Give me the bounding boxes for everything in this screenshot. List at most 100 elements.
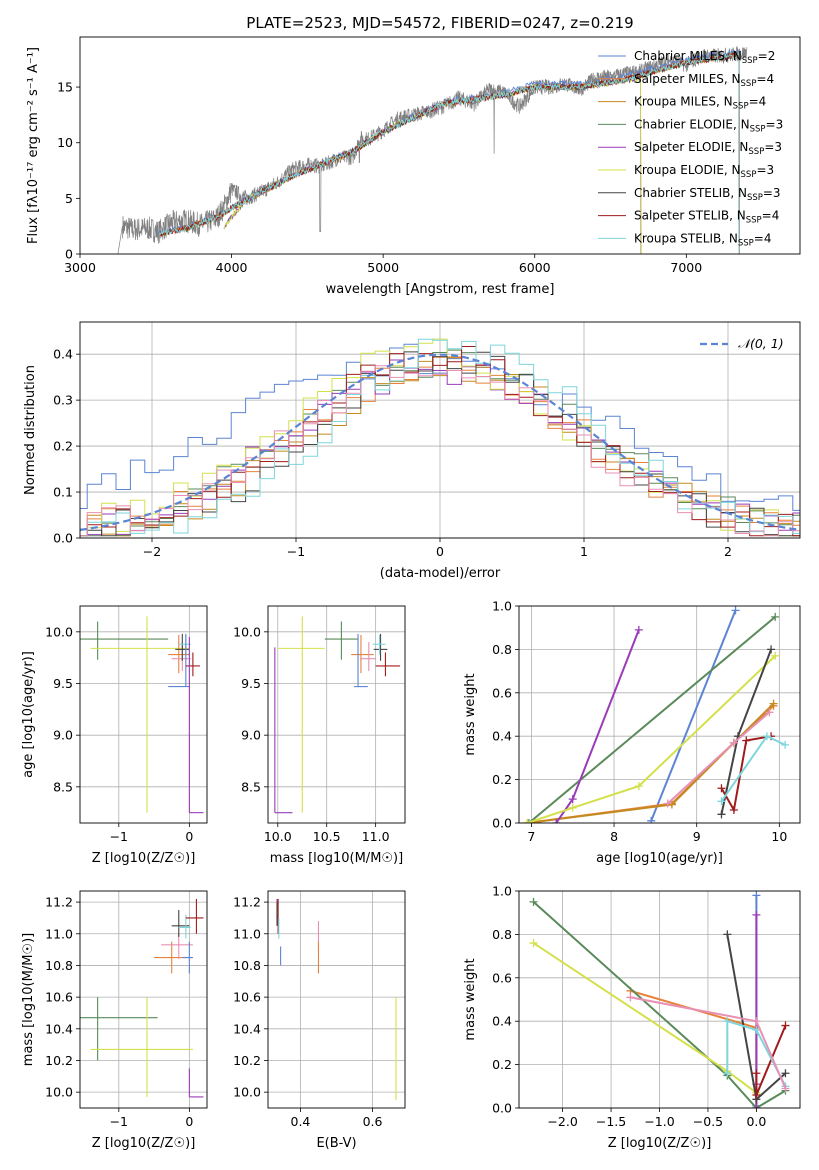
y-tick-label: 0.2 [492,772,512,787]
x-tick-label: −1 [287,544,305,559]
y-tick-label: 0.8 [492,927,512,942]
weight-marker-0-1 [752,891,761,900]
weight-marker-5-1 [568,803,577,812]
axes-frame [79,36,801,255]
mass-vs-metallicity-panel: −1 0 10.0 10.2 10.4 10.6 10.8 11.0 11.2 Z [log10(… [21,890,208,1151]
weight-marker-4-2 [634,625,643,634]
weight-marker-5-2 [634,782,643,791]
weight-marker-7-1 [723,1017,732,1026]
axes-frame [267,890,406,1109]
weight-marker-9-2 [765,708,774,717]
weight-line-5 [526,655,776,823]
y-tick-label: 10.0 [233,624,261,639]
weight-marker-5-2 [781,1069,790,1078]
age-vs-mass-panel: 10.0 10.5 11.0 8.5 9.0 9.5 10.0 mass [log10(M/M… [233,605,406,866]
y-tick-label: 10.2 [45,1053,73,1068]
y-tick-label: 0.4 [53,347,73,362]
axes-frame [518,605,801,824]
y-tick-label: 0.4 [492,729,512,744]
x-tick-label: 7 [527,829,535,844]
legend-label-7: Salpeter STELIB, NSSP=4 [634,209,779,226]
y-tick-label: 8.5 [241,779,261,794]
y-tick-label: 0.6 [492,970,512,985]
weight-line-0 [650,609,737,822]
x-axis-label: Z [log10(Z/Z☉)] [92,851,196,866]
y-axis-label: Normed distribution [23,365,38,495]
normal-reference-curve [80,353,800,531]
residual-histogram-panel: −2 −1 0 1 2 0.0 0.1 0.2 0.3 0.4 (data-model)/error… [23,321,801,581]
histogram-8 [80,338,800,537]
legend-label-0: Chabrier MILES, NSSP=2 [634,49,775,66]
x-tick-label: 0 [185,829,193,844]
weight-marker-2-3 [769,699,778,708]
weight-marker-7-1 [729,805,738,814]
x-tick-label: −2 [143,544,161,559]
weight-marker-4-1 [568,795,577,804]
x-tick-label: 11.0 [362,829,390,844]
weight-marker-4-0 [552,819,561,823]
weight-marker-6-0 [717,810,726,819]
weight-marker-2-0 [529,897,538,906]
y-tick-label: 0 [65,247,73,262]
legend-label-6: Chabrier STELIB, NSSP=3 [634,186,781,203]
y-tick-label: 9.5 [241,676,261,691]
mass-weight-vs-metallicity-panel: −2.0 −1.5 −1.0 −0.5 0.0 0.0 0.2 0.4 0.6 0.8 1.0 Z [… [463,884,801,1151]
x-tick-label: 0.6 [363,1114,383,1129]
mass-vs-extinction-panel: 0.4 0.6 10.0 10.2 10.4 10.6 10.8 11.0 11.2 E(B-V) [233,890,406,1151]
histogram-0 [80,343,800,511]
chart-title: PLATE=2523, MJD=54572, FIBERID=0247, z=0… [246,14,633,32]
weight-marker-6-0 [752,1069,761,1078]
x-axis-label: E(B-V) [316,1136,356,1151]
axes-frame [79,605,208,824]
weight-line-2 [527,702,775,823]
y-tick-label: 0.1 [53,485,73,500]
weight-marker-6-2 [767,645,776,654]
weight-marker-8-2 [781,740,790,749]
x-tick-label: 1 [580,544,588,559]
x-tick-label: 8 [610,829,618,844]
legend-label-4: Salpeter ELODIE, NSSP=3 [634,140,782,157]
weight-marker-3-2 [752,910,761,919]
y-tick-label: 8.5 [53,779,73,794]
y-axis-label: mass weight [463,958,478,1040]
spectrum-panel: 3000 4000 5000 6000 7000 0 5 10 15 wavelength [An… [26,14,801,297]
y-tick-label: 11.0 [45,926,73,941]
legend-label-8: Kroupa STELIB, NSSP=4 [634,231,772,248]
x-axis-label: Z [log10(Z/Z☉)] [92,1136,196,1151]
weight-marker-3-0 [524,819,533,823]
weight-marker-7-0 [723,1069,732,1078]
x-tick-label: 0.4 [291,1114,311,1129]
weight-marker-0-0 [647,816,656,823]
y-tick-label: 11.0 [233,926,261,941]
y-tick-label: 10.6 [233,990,261,1005]
y-tick-label: 10.0 [233,1085,261,1100]
x-tick-label: −1 [110,829,128,844]
weight-marker-5-0 [523,819,532,823]
observed-spectrum-line [117,45,748,254]
y-tick-label: 1.0 [492,884,512,899]
x-tick-label: −1 [110,1114,128,1129]
y-tick-label: 11.2 [45,895,73,910]
legend-label-1: Salpeter MILES, NSSP=4 [634,72,774,89]
x-tick-label: 9 [693,829,701,844]
x-tick-label: 3000 [64,260,96,275]
legend-label-normal: 𝒩(0, 1) [738,336,784,351]
y-tick-label: 0.8 [492,642,512,657]
y-tick-label: 10.4 [45,1021,73,1036]
weight-marker-5-0 [723,930,732,939]
x-tick-label: −1.0 [644,1114,674,1129]
weight-line-2 [532,901,787,1108]
x-axis-label: age [log10(age/yr)] [596,851,723,866]
y-tick-label: 10.0 [45,624,73,639]
weight-marker-8-1 [752,1017,761,1026]
weight-marker-8-0 [717,797,726,806]
y-tick-label: 9.0 [53,728,73,743]
weight-line-3 [528,616,776,823]
weight-marker-8-0 [626,993,635,1002]
age-vs-metallicity-panel: −1 0 8.5 9.0 9.5 10.0 Z [log10(Z/Z☉)] age [log1… [21,605,208,866]
weight-marker-3-0 [752,1104,761,1108]
y-tick-label: 10.6 [45,990,73,1005]
legend-label-5: Kroupa ELODIE, NSSP=3 [634,163,774,180]
weight-marker-9-1 [729,738,738,747]
